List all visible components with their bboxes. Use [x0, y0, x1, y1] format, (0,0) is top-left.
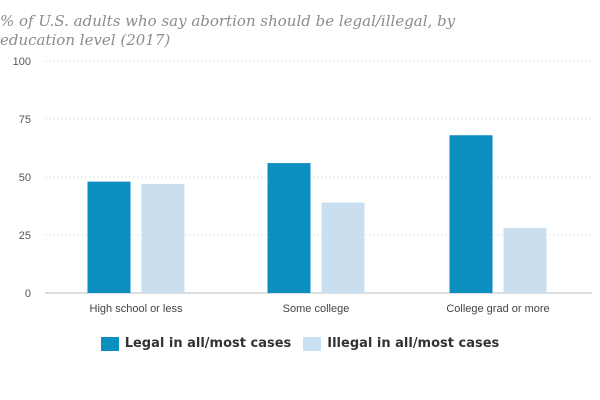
y-tick-label-25: 25 — [19, 230, 31, 242]
bar-illegal-0 — [141, 183, 185, 293]
bar-legal-1 — [267, 163, 311, 293]
y-tick-label-75: 75 — [19, 114, 31, 126]
bar-chart: 0 25 50 75 100 High school or less Some colle… — [13, 56, 592, 315]
x-axis-labels: High school or less Some college College g… — [90, 303, 550, 315]
x-category-label-1: Some college — [283, 303, 350, 315]
bar-legal-2 — [449, 135, 493, 293]
y-tick-label-100: 100 — [13, 56, 31, 68]
y-axis-ticks: 0 25 50 75 100 — [13, 56, 31, 300]
x-category-label-2: College grad or more — [446, 303, 549, 315]
legend-item-illegal: Illegal in all/most cases — [303, 336, 499, 351]
legend-swatch-illegal — [303, 336, 322, 351]
gridlines — [45, 60, 592, 294]
chart-title: % of U.S. adults who say abortion should… — [0, 12, 456, 49]
bars — [87, 135, 547, 293]
legend: Legal in all/most cases Illegal in all/m… — [0, 336, 600, 351]
legend-label-illegal: Illegal in all/most cases — [327, 336, 500, 351]
bar-illegal-1 — [321, 202, 365, 293]
legend-item-legal: Legal in all/most cases — [100, 336, 292, 351]
y-tick-label-50: 50 — [19, 172, 31, 184]
bar-legal-0 — [87, 181, 131, 293]
legend-swatch-legal — [100, 336, 119, 351]
y-tick-label-0: 0 — [25, 288, 31, 300]
bar-illegal-2 — [503, 228, 547, 293]
legend-label-legal: Legal in all/most cases — [124, 336, 292, 351]
x-category-label-0: High school or less — [90, 303, 183, 315]
